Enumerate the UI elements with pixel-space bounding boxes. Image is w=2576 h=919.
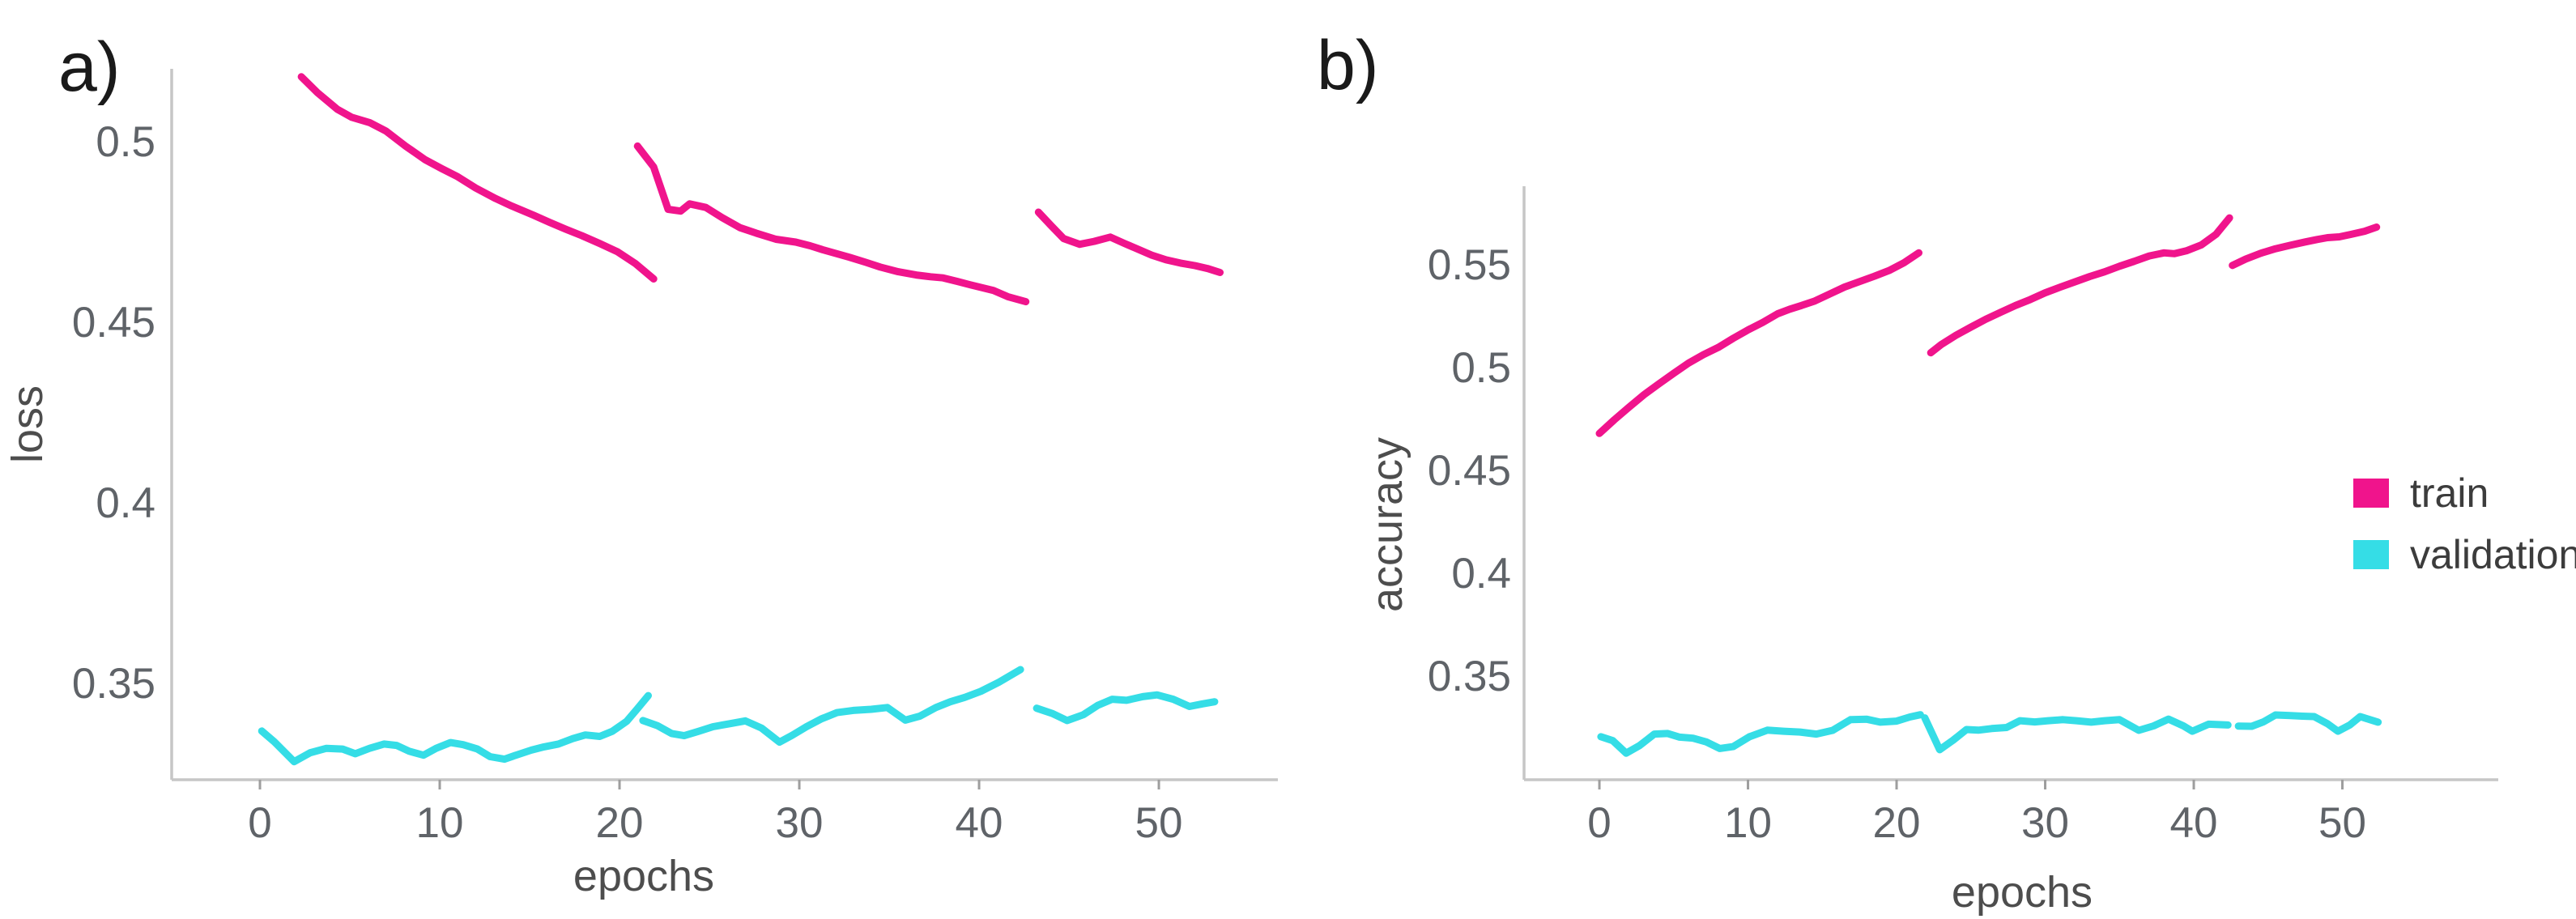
y-tick-label: 0.35 bbox=[1428, 653, 1511, 700]
x-tick-label: 30 bbox=[2021, 799, 2069, 847]
train-swatch-icon bbox=[2353, 479, 2389, 508]
validation-series-segment bbox=[639, 666, 1024, 747]
chart-a-loss: 0 10 20 30 40 50 0.5 0.45 0.4 0.35 epochs loss bbox=[3, 69, 1278, 900]
y-axis-title: loss bbox=[3, 385, 52, 463]
x-tick-label: 20 bbox=[596, 799, 644, 847]
x-tick-label: 50 bbox=[1135, 799, 1183, 847]
x-tick-label: 20 bbox=[1873, 799, 1921, 847]
x-tick-label: 50 bbox=[2318, 799, 2366, 847]
legend-label-train: train bbox=[2410, 470, 2489, 516]
legend: train validation bbox=[2353, 473, 2576, 575]
legend-item-train: train bbox=[2353, 473, 2576, 513]
train-series-segment bbox=[633, 142, 1030, 306]
y-tick-label: 0.35 bbox=[72, 660, 155, 708]
x-tick-label: 40 bbox=[2170, 799, 2218, 847]
train-series-segment bbox=[1927, 214, 2233, 357]
validation-series-segment bbox=[2234, 711, 2382, 735]
panel-label-a: a) bbox=[58, 28, 121, 106]
x-tick-label: 10 bbox=[1724, 799, 1772, 847]
y-axis-title: accuracy bbox=[1363, 437, 1411, 612]
y-tick-label: 0.4 bbox=[1451, 550, 1511, 598]
legend-label-validation: validation bbox=[2410, 532, 2576, 577]
validation-series-segment bbox=[1921, 714, 2232, 754]
y-tick-label: 0.5 bbox=[96, 118, 155, 166]
y-tick-label: 0.5 bbox=[1451, 344, 1511, 392]
train-series-segment bbox=[1034, 208, 1224, 276]
validation-series-segment bbox=[1033, 691, 1219, 725]
validation-swatch-icon bbox=[2353, 540, 2389, 569]
x-tick-label: 0 bbox=[1587, 799, 1611, 847]
panel-label-b: b) bbox=[1317, 27, 1379, 104]
legend-item-validation: validation bbox=[2353, 534, 2576, 575]
train-series-segment bbox=[2229, 223, 2381, 270]
chart-b-accuracy: 0 10 20 30 40 50 0.55 0.5 0.45 0.4 0.35 epochs accur… bbox=[1363, 186, 2498, 917]
x-tick-label: 0 bbox=[248, 799, 271, 847]
x-axis-title: epochs bbox=[573, 852, 714, 900]
train-series-segment bbox=[297, 73, 658, 283]
validation-series-segment bbox=[1597, 711, 1924, 757]
x-tick-label: 10 bbox=[416, 799, 464, 847]
y-tick-label: 0.4 bbox=[96, 479, 155, 527]
y-tick-label: 0.55 bbox=[1428, 241, 1511, 289]
x-axis-title: epochs bbox=[1952, 868, 2093, 917]
train-series-segment bbox=[1595, 249, 1922, 437]
y-tick-label: 0.45 bbox=[72, 299, 155, 347]
validation-series-segment bbox=[258, 691, 652, 766]
x-tick-label: 30 bbox=[776, 799, 824, 847]
y-tick-label: 0.45 bbox=[1428, 447, 1511, 495]
x-tick-label: 40 bbox=[956, 799, 1003, 847]
